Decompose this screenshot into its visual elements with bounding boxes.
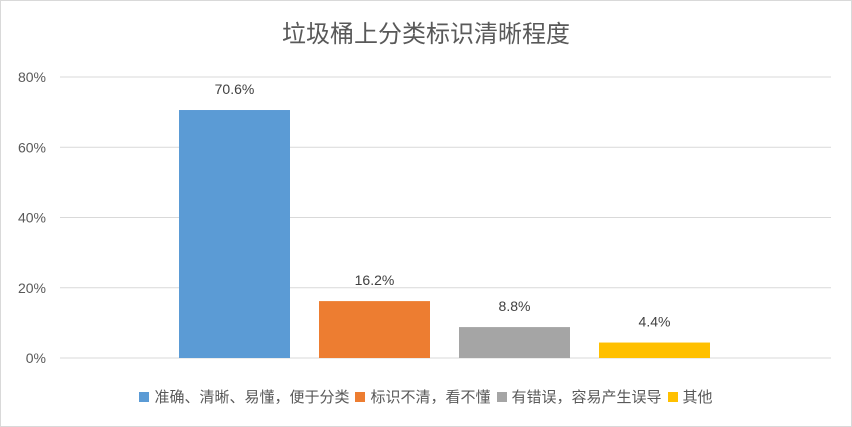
bar bbox=[459, 327, 570, 358]
data-label: 8.8% bbox=[499, 298, 531, 314]
legend-label: 有错误，容易产生误导 bbox=[511, 388, 662, 406]
bar bbox=[319, 301, 430, 358]
legend-label: 准确、清晰、易懂，便于分类 bbox=[154, 388, 350, 406]
legend-swatch bbox=[496, 392, 507, 402]
y-tick-label: 0% bbox=[26, 350, 46, 366]
legend-item-error: 有错误，容易产生误导 bbox=[496, 386, 662, 407]
legend-item-unclear: 标识不清，看不懂 bbox=[355, 386, 491, 407]
y-tick-label: 80% bbox=[18, 69, 46, 85]
legend-swatch bbox=[139, 392, 150, 402]
data-label: 70.6% bbox=[215, 81, 255, 97]
y-tick-label: 40% bbox=[18, 210, 46, 226]
legend-swatch bbox=[667, 392, 678, 402]
chart-title: 垃圾桶上分类标识清晰程度 bbox=[282, 20, 570, 48]
data-label: 4.4% bbox=[639, 314, 671, 330]
chart-legend: 准确、清晰、易懂，便于分类 标识不清，看不懂 有错误，容易产生误导 其他 bbox=[0, 386, 852, 407]
y-tick-label: 60% bbox=[18, 139, 46, 155]
legend-label: 其他 bbox=[682, 388, 713, 406]
legend-label: 标识不清，看不懂 bbox=[370, 388, 491, 406]
legend-swatch bbox=[355, 392, 366, 402]
bar bbox=[599, 342, 710, 358]
legend-item-accurate: 准确、清晰、易懂，便于分类 bbox=[139, 386, 349, 407]
y-tick-label: 20% bbox=[18, 280, 46, 296]
bar bbox=[179, 110, 290, 358]
legend-item-other: 其他 bbox=[667, 386, 713, 407]
data-label: 16.2% bbox=[355, 272, 395, 288]
